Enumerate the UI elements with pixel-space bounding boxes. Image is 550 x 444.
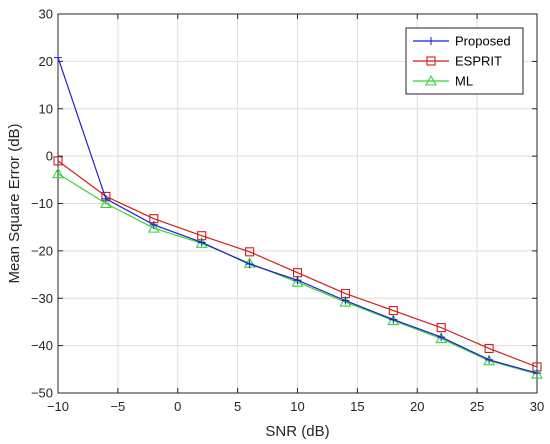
x-tick-label: 30 [530,399,544,414]
data-point-proposed [437,333,446,342]
legend: Proposed ESPRIT ML [405,27,524,95]
data-point-proposed [293,276,302,285]
data-point-proposed [101,194,110,203]
y-tick-label: −20 [31,243,53,258]
plot-area [52,53,543,379]
data-point-proposed [149,220,158,229]
y-tick-label: −10 [31,196,53,211]
y-tick-label: −30 [31,291,53,306]
y-axis-label: Mean Square Error (dB) [6,123,23,283]
y-tick-label: 20 [39,54,53,69]
legend-marker-proposed [427,37,435,45]
x-tick-label: −5 [110,399,125,414]
data-point-proposed [245,260,254,269]
data-point-proposed [54,53,62,62]
data-point-esprit [53,156,63,166]
data-point-ml [99,197,112,209]
data-point-ml [147,222,160,233]
legend-label-proposed: Proposed [455,34,511,49]
data-point-esprit [245,247,255,257]
data-point-proposed [197,238,206,247]
data-point-proposed [389,315,398,324]
legend-label-ml: ML [455,74,473,89]
series-line-esprit [57,160,538,368]
x-tick-label: −10 [47,399,69,414]
x-tick-label: 5 [234,399,241,414]
x-tick-label: 10 [290,399,304,414]
x-tick-label: 15 [350,399,364,414]
x-tick-label: 25 [470,399,484,414]
data-point-proposed [533,369,541,378]
data-point-ml [52,167,64,179]
data-point-proposed [341,296,350,305]
legend-label-esprit: ESPRIT [455,54,502,69]
y-tick-label: −40 [31,338,53,353]
y-tick-label: 0 [46,149,53,164]
x-tick-label: 20 [410,399,424,414]
x-tick-label: 0 [174,399,181,414]
y-tick-label: 10 [39,101,53,116]
data-point-esprit [436,323,446,333]
data-point-proposed [485,355,494,364]
legend-marker-esprit [426,56,436,66]
y-tick-label: 30 [39,7,53,22]
x-axis-label: SNR (dB) [265,423,329,440]
legend-marker-ml [425,74,437,86]
data-point-esprit [484,343,494,354]
y-tick-label: −50 [31,386,53,401]
